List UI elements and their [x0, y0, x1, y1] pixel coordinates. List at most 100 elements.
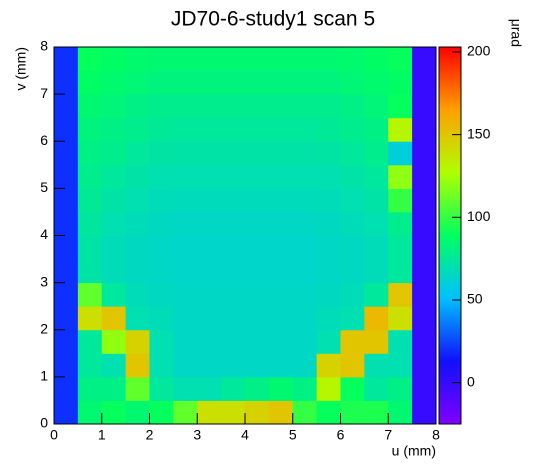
y-tick-label: 7: [40, 85, 48, 101]
heatmap-cell: [268, 306, 294, 331]
heatmap-cell: [388, 211, 413, 236]
heatmap-cell: [292, 353, 318, 378]
heatmap-cell: [221, 188, 246, 213]
heatmap-cell: [77, 94, 103, 119]
x-tick-label: 4: [241, 427, 249, 443]
heatmap-cell: [412, 400, 437, 425]
heatmap-cell: [316, 164, 341, 189]
heatmap-cell: [364, 47, 389, 72]
colorbar: [438, 46, 462, 425]
heatmap-cell: [268, 164, 294, 189]
x-tick-label: 5: [289, 427, 297, 443]
heatmap-cell: [221, 47, 246, 72]
heatmap-cell: [412, 306, 437, 331]
heatmap-cell: [245, 211, 270, 236]
heatmap-cell: [268, 353, 294, 378]
heatmap-cell: [173, 259, 198, 284]
heatmap-cell: [125, 211, 150, 236]
heatmap-cell: [221, 259, 246, 284]
heatmap-cell: [149, 188, 174, 213]
heatmap-cell: [364, 235, 389, 260]
heatmap-cell: [54, 211, 79, 236]
heatmap-cell: [245, 259, 270, 284]
heatmap-cell: [54, 141, 79, 166]
heatmap-cell: [340, 400, 365, 425]
heatmap-cell: [316, 141, 341, 166]
heatmap-cell: [197, 94, 222, 119]
heatmap-cell: [125, 70, 150, 95]
heatmap-cell: [340, 211, 365, 236]
heatmap-cell: [316, 211, 341, 236]
x-tick-label: 0: [50, 427, 58, 443]
heatmap-cell: [101, 211, 127, 236]
heatmap-cell: [149, 259, 174, 284]
heatmap-cell: [340, 70, 365, 95]
heatmap-cell: [101, 141, 127, 166]
heatmap-cell: [412, 376, 437, 401]
heatmap-cell: [340, 141, 365, 166]
z-tick-label: 100: [467, 208, 491, 224]
heatmap-cell: [149, 376, 174, 401]
heatmap-cell: [292, 94, 318, 119]
z-axis-label: μrad: [508, 19, 524, 47]
heatmap-cell: [292, 306, 318, 331]
heatmap-cell: [54, 235, 79, 260]
heatmap-cell: [268, 235, 294, 260]
heatmap-cell: [364, 282, 389, 307]
heatmap-cell: [340, 117, 365, 142]
heatmap-cell: [125, 164, 150, 189]
heatmap-cell: [388, 282, 413, 307]
heatmap-cell: [77, 47, 103, 72]
z-tick-label: 50: [467, 291, 483, 307]
heatmap-cell: [292, 47, 318, 72]
heatmap-cell: [268, 211, 294, 236]
heatmap-cell: [292, 329, 318, 354]
heatmap-cell: [364, 376, 389, 401]
heatmap-cell: [364, 211, 389, 236]
heatmap-cell: [364, 164, 389, 189]
z-tick-label: 0: [467, 373, 475, 389]
x-tick-label: 6: [337, 427, 345, 443]
heatmap-cell: [221, 94, 246, 119]
heatmap-cell: [221, 211, 246, 236]
heatmap-cell: [364, 94, 389, 119]
heatmap-cell: [245, 141, 270, 166]
heatmap-cell: [340, 353, 365, 378]
heatmap-cell: [268, 329, 294, 354]
heatmap-cell: [268, 376, 294, 401]
heatmap-cell: [245, 94, 270, 119]
heatmap-cell: [54, 376, 79, 401]
heatmap-cell: [101, 306, 127, 331]
heatmap-cell: [245, 306, 270, 331]
heatmap-cell: [412, 70, 437, 95]
heatmap-cell: [197, 353, 222, 378]
heatmap-cell: [149, 400, 174, 425]
heatmap-cell: [388, 47, 413, 72]
heatmap-cell: [364, 141, 389, 166]
heatmap-cell: [173, 282, 198, 307]
heatmap-cell: [364, 259, 389, 284]
heatmap-cell: [364, 400, 389, 425]
heatmap-cell: [77, 211, 103, 236]
heatmap-cell: [364, 117, 389, 142]
heatmap-cell: [54, 117, 79, 142]
heatmap-cell: [292, 259, 318, 284]
heatmap-cell: [316, 235, 341, 260]
heatmap-cell: [364, 306, 389, 331]
heatmap-cell: [101, 353, 127, 378]
heatmap-cell: [316, 353, 341, 378]
heatmap-cell: [173, 211, 198, 236]
heatmap-cell: [268, 94, 294, 119]
heatmap-cell: [149, 306, 174, 331]
heatmap-cell: [197, 47, 222, 72]
heatmap-cell: [268, 188, 294, 213]
heatmap-cell: [268, 141, 294, 166]
heatmap-cell: [268, 259, 294, 284]
heatmap-cell: [173, 141, 198, 166]
heatmap-cell: [101, 376, 127, 401]
heatmap-cell: [388, 141, 413, 166]
heatmap-cell: [388, 235, 413, 260]
heatmap-cell: [149, 141, 174, 166]
heatmap-cell: [197, 164, 222, 189]
